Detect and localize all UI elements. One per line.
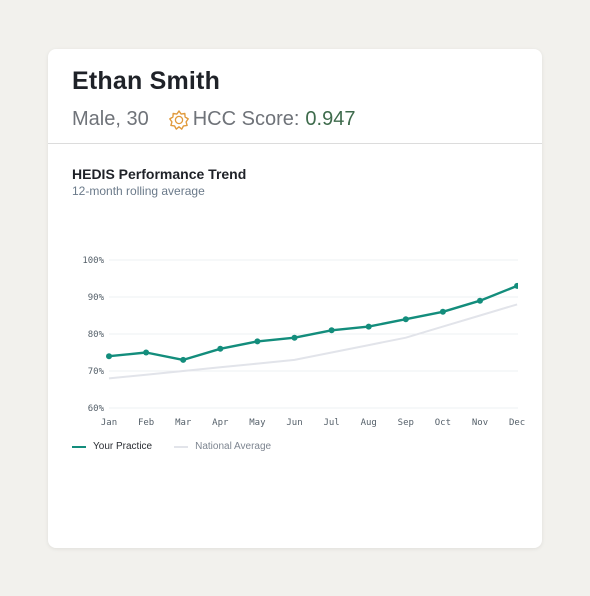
x-tick-label: Sep <box>398 418 414 428</box>
y-tick-label: 70% <box>88 367 105 377</box>
data-point-your-practice <box>365 323 372 330</box>
x-tick-label: Jun <box>286 418 302 428</box>
patient-meta: Male, 30 HCC Score: 0.947 <box>72 108 355 131</box>
patient-demographics: Male, 30 <box>72 108 149 130</box>
x-tick-label: Jul <box>323 418 339 428</box>
legend-swatch-national <box>174 445 189 448</box>
y-tick-label: 100% <box>82 256 104 266</box>
chart-subtitle: 12-month rolling average <box>72 184 205 198</box>
x-tick-label: Nov <box>472 418 488 428</box>
data-point-your-practice <box>477 297 483 304</box>
x-tick-label: Mar <box>175 418 192 428</box>
patient-header: Ethan Smith Male, 30 HCC Score: 0.947 <box>48 49 542 144</box>
hcc-label: HCC Score: <box>192 108 300 130</box>
y-tick-label: 60% <box>88 404 105 414</box>
data-point-your-practice <box>439 308 446 315</box>
y-tick-label: 80% <box>88 330 105 340</box>
legend-label-practice: Your Practice <box>93 441 153 452</box>
data-point-your-practice <box>402 316 409 323</box>
series-line-national-average <box>108 303 518 380</box>
x-tick-label: Aug <box>361 418 377 428</box>
data-point-your-practice <box>217 345 224 352</box>
data-point-your-practice <box>328 327 335 334</box>
legend-swatch-practice <box>72 445 86 448</box>
plot-area <box>106 282 518 380</box>
legend-item-practice[interactable]: Your Practice <box>72 441 152 452</box>
patient-name: Ethan Smith <box>72 67 221 95</box>
series-line-your-practice <box>108 284 518 362</box>
x-tick-label: Jan <box>101 418 117 428</box>
x-tick-label: Apr <box>212 418 229 428</box>
data-point-your-practice <box>514 282 518 289</box>
hcc-value: 0.947 <box>305 108 356 130</box>
x-tick-label: May <box>249 418 266 428</box>
data-point-your-practice <box>106 353 112 360</box>
chart-legend: Your Practice National Average <box>72 441 293 452</box>
data-point-your-practice <box>254 338 261 345</box>
data-point-your-practice <box>180 356 187 363</box>
badge-icon <box>168 109 189 130</box>
x-tick-label: Oct <box>435 418 451 428</box>
x-tick-label: Feb <box>138 418 154 428</box>
x-tick-label: Dec <box>509 418 525 428</box>
patient-card: Ethan Smith Male, 30 HCC Score: 0.947 HE… <box>48 49 542 548</box>
y-tick-label: 90% <box>88 293 105 303</box>
hedis-trend-chart: 60% 70% 80% 90% 100% Jan Feb Mar Apr May Jun Jul Aug… <box>82 256 525 428</box>
data-point-your-practice <box>143 349 150 356</box>
hedis-chart-section: HEDIS Performance Trend 12-month rolling… <box>48 144 542 548</box>
legend-item-national[interactable]: National Average <box>174 441 271 452</box>
chart-title: HEDIS Performance Trend <box>72 166 247 182</box>
data-point-your-practice <box>291 334 298 341</box>
legend-label-national: National Average <box>195 441 272 452</box>
